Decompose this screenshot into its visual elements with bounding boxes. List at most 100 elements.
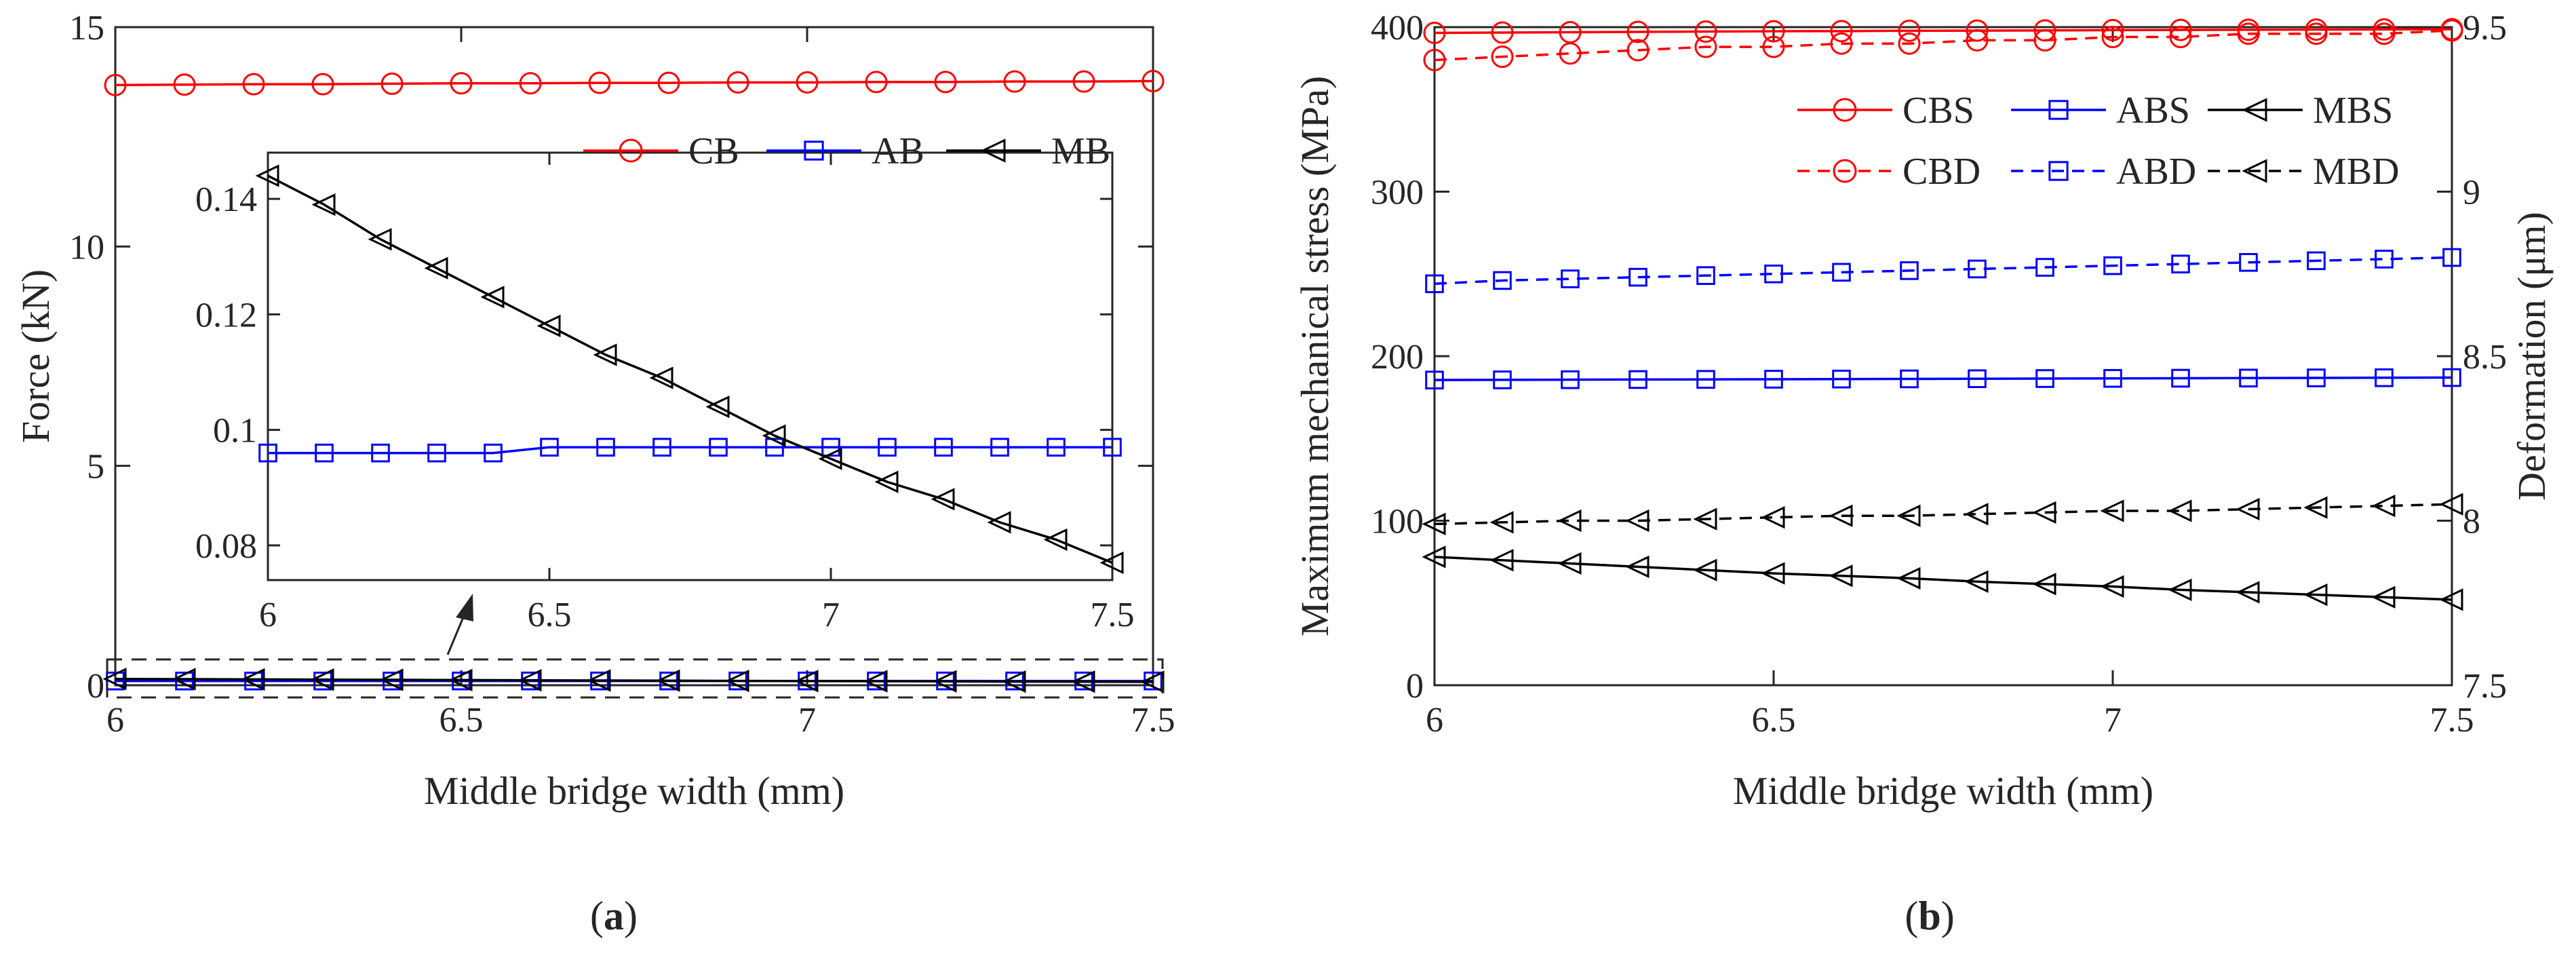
panel-b-x-tick-label: 6	[1426, 701, 1443, 740]
b-marker-abs	[1696, 370, 1715, 389]
b-marker-mbd	[1489, 511, 1514, 534]
b-marker-mbs	[1557, 552, 1582, 575]
panel-a-y-ticks: 0 5 10 15	[69, 9, 1153, 706]
b-line-cbd	[1434, 29, 2453, 62]
inset-marker-mb	[818, 447, 842, 470]
legend-marker-ab	[804, 140, 824, 161]
legend-entry-abs: ABS	[2011, 90, 2190, 132]
inset-x-tick-label: 7	[822, 596, 840, 634]
legend-marker-abd	[2048, 161, 2069, 181]
inset-x-tick-label: 6.5	[528, 596, 572, 634]
panel-b-left-y-axis-label: Maximum mechanical stress (MPa)	[1293, 76, 1337, 636]
inset-marker-ab	[1103, 438, 1122, 457]
b-series-mbd	[1422, 493, 2463, 535]
b-marker-abs	[1628, 370, 1647, 389]
b-marker-cbd	[1830, 32, 1853, 55]
inset-marker-mb	[931, 488, 955, 511]
b-marker-abd	[2171, 254, 2190, 273]
b-marker-abd	[2442, 248, 2461, 267]
inset-marker-mb	[649, 366, 674, 389]
panel-b-x-ticks: 6 6.5 7 7.5	[1426, 27, 2474, 740]
legend-marker-cbs	[1833, 98, 1857, 122]
legend-entry-mbs: MBS	[2208, 90, 2393, 132]
b-series-cbd	[1423, 19, 2463, 71]
a-marker-cb	[726, 71, 749, 94]
panel-a-inset: 0.08 0.1 0.12 0.14 6 6.5 7 7.5	[195, 151, 1135, 634]
a-marker-cb	[796, 71, 819, 94]
b-marker-mbd	[1557, 509, 1582, 533]
inset-marker-mb	[536, 314, 561, 338]
b-marker-abd	[2103, 256, 2122, 275]
a-marker-mb	[725, 669, 749, 693]
b-marker-abs	[1968, 369, 1987, 389]
panel-a-x-ticks: 6 6.5 7 7.5	[106, 27, 1175, 740]
b-marker-mbs	[1422, 545, 1446, 569]
b-marker-mbd	[1693, 507, 1717, 531]
a-series-mb	[102, 668, 1165, 693]
a-marker-mb	[102, 668, 127, 691]
b-marker-mbd	[2168, 499, 2192, 522]
b-marker-mbd	[2032, 501, 2056, 524]
inset-marker-mb	[424, 256, 448, 280]
inset-marker-ab	[990, 438, 1009, 457]
b-marker-mbs	[2439, 588, 2463, 611]
panel-b-right-y-tick-label: 9.5	[2463, 9, 2507, 47]
panel-a-legend: CB AB MB	[583, 130, 1110, 172]
b-marker-mbs	[2168, 578, 2192, 601]
a-marker-mb	[379, 668, 404, 691]
b-marker-abd	[1832, 263, 1851, 282]
b-marker-abs	[2442, 368, 2461, 387]
b-marker-cbd	[2305, 22, 2328, 45]
inset-line-ab	[268, 446, 1112, 455]
inset-series-mb	[255, 164, 1124, 575]
b-marker-abs	[2375, 368, 2394, 387]
panel-b-x-tick-label: 6.5	[1752, 701, 1796, 740]
b-series-abd	[1425, 248, 2461, 294]
inset-marker-ab	[371, 443, 390, 463]
b-marker-abd	[2035, 258, 2054, 277]
legend-label-cbs: CBS	[1902, 90, 1974, 132]
panel-b-right-y-axis-label: Deformation (μm)	[2510, 212, 2554, 501]
b-marker-mbs	[1693, 558, 1717, 581]
legend-marker-mbs	[2242, 98, 2267, 122]
b-marker-abd	[1425, 274, 1444, 294]
a-marker-mb	[518, 669, 542, 692]
b-marker-cbd	[1423, 49, 1446, 71]
legend-entry-ab: AB	[766, 130, 924, 172]
b-line-mbs	[1434, 556, 2453, 601]
inset-marker-ab	[934, 438, 953, 457]
panel-a-y-tick-label: 5	[87, 448, 104, 486]
inset-plot-frame	[267, 151, 1114, 581]
b-marker-abs	[1425, 370, 1444, 389]
b-marker-cbd	[2033, 28, 2056, 52]
legend-marker-cb	[619, 138, 643, 163]
b-marker-abd	[1696, 266, 1715, 285]
b-marker-abd	[1561, 269, 1580, 288]
inset-x-tick-label: 7.5	[1091, 596, 1135, 634]
b-marker-cbs	[1423, 21, 1446, 44]
a-marker-cb	[865, 71, 888, 94]
b-series-abs	[1425, 368, 2461, 389]
a-marker-mb	[1002, 670, 1026, 693]
b-marker-abs	[2103, 368, 2122, 388]
a-marker-cb	[934, 71, 957, 94]
a-line-mb	[115, 677, 1154, 683]
panel-b-x-axis-label: Middle bridge width (mm)	[1733, 769, 2153, 813]
legend-entry-mb: MB	[946, 130, 1110, 172]
b-marker-mbd	[1422, 512, 1446, 535]
b-marker-mbd	[2439, 493, 2463, 516]
b-marker-mbs	[2303, 583, 2328, 607]
inset-marker-ab	[540, 438, 559, 457]
legend-marker-mb	[980, 138, 1006, 163]
b-marker-mbd	[1625, 509, 1650, 533]
inset-series-ab	[258, 438, 1122, 463]
panel-a-zoom-arrow	[446, 613, 466, 655]
panel-a-plot-frame	[114, 26, 1154, 687]
legend-entry-cb: CB	[583, 130, 739, 172]
b-marker-cbd	[1626, 39, 1650, 62]
inset-marker-ab	[484, 443, 503, 463]
b-marker-cbd	[1966, 28, 1989, 52]
inset-marker-mb	[593, 343, 617, 366]
inset-y-ticks: 0.08 0.1 0.12 0.14	[195, 180, 1112, 566]
